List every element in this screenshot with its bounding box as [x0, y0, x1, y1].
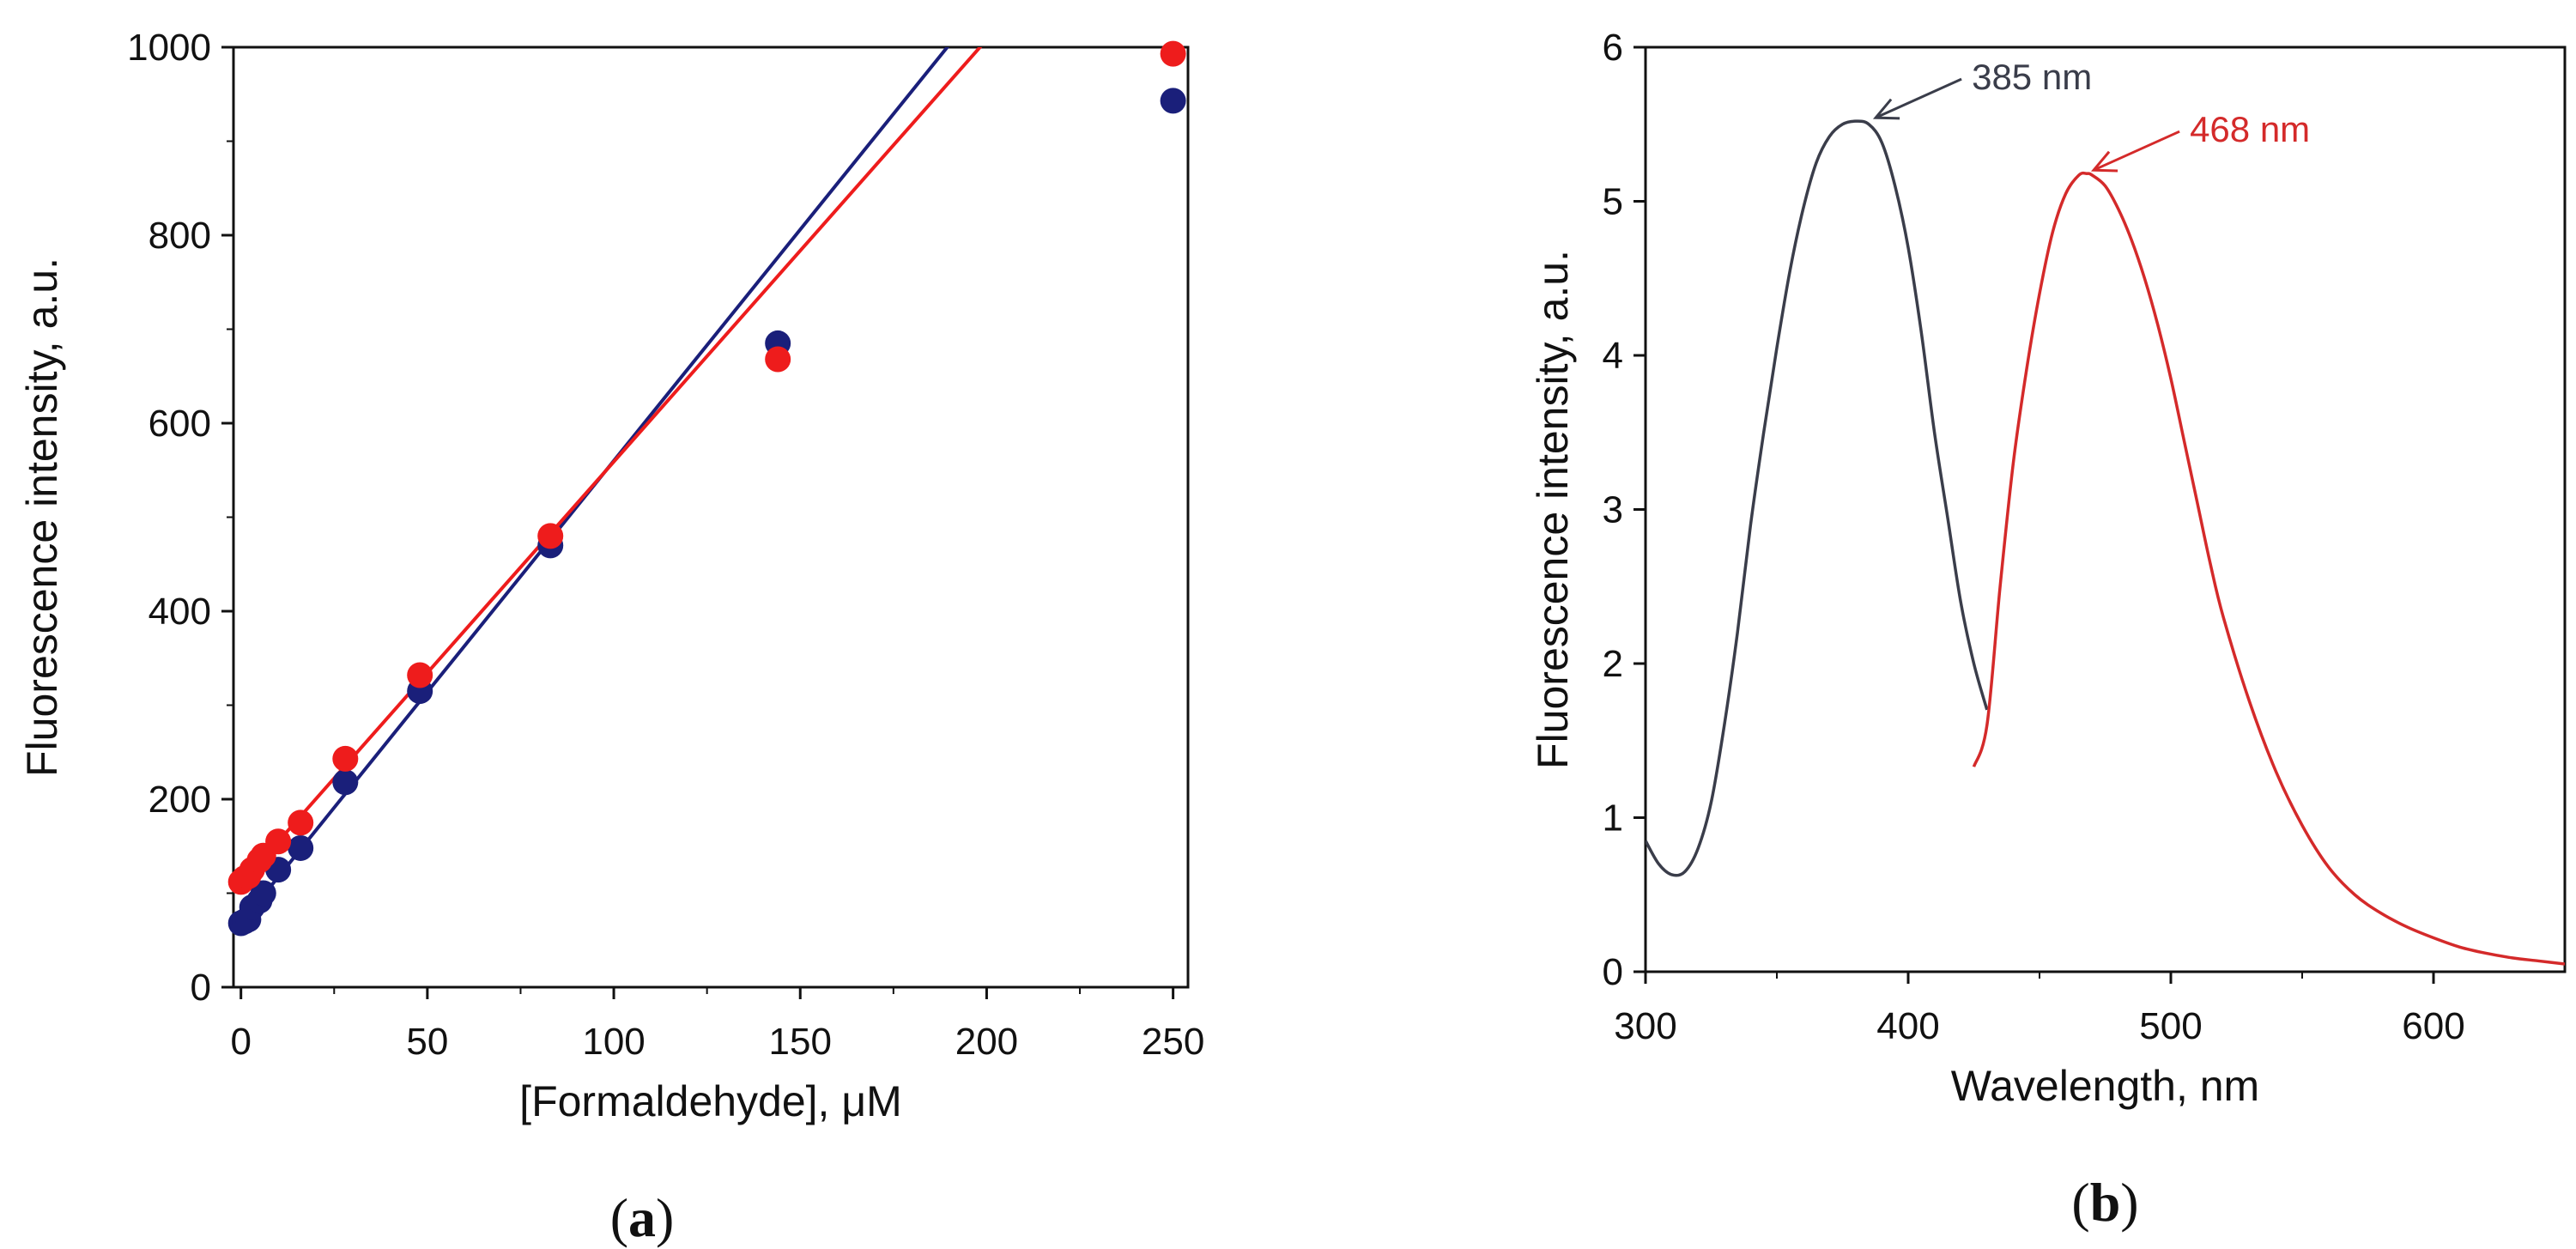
fit-line — [239, 47, 983, 885]
data-point — [288, 834, 314, 861]
y-tick-label: 0 — [1603, 951, 1623, 993]
x-tick-label: 600 — [2402, 1005, 2464, 1047]
panel-label-open: ( — [610, 1187, 628, 1248]
peak-annotation-label: 385 nm — [1972, 57, 2092, 97]
data-point — [537, 523, 564, 549]
plot-area — [239, 47, 983, 925]
y-tick-label: 0 — [191, 967, 211, 1009]
y-tick-label: 600 — [148, 403, 211, 445]
x-tick-label: 100 — [582, 1021, 645, 1063]
x-tick-label: 200 — [955, 1021, 1018, 1063]
x-axis-label: Wavelength, nm — [1951, 1062, 2259, 1110]
y-tick-label: 1 — [1603, 797, 1623, 840]
data-point — [407, 662, 433, 688]
panel-a-chart: 0 50 100 150 200 250 0 200 400 600 800 1000 [Formald… — [18, 27, 1204, 1248]
y-tick-label: 5 — [1603, 181, 1623, 223]
plot-area — [1646, 119, 2565, 966]
panel-label-letter: b — [2090, 1172, 2121, 1233]
panel-label-close: ) — [2120, 1172, 2138, 1233]
data-point — [265, 828, 292, 855]
y-tick-label: 2 — [1603, 643, 1623, 685]
x-tick-label: 0 — [230, 1021, 251, 1063]
data-point — [250, 880, 276, 906]
y-tick-label: 400 — [148, 591, 211, 633]
y-axis-label: Fluorescence intensity, a.u. — [1529, 250, 1577, 769]
x-axis-label: [Formaldehyde], μM — [519, 1077, 902, 1125]
annotation-arrow-head — [2090, 150, 2118, 173]
y-tick-label: 200 — [148, 779, 211, 821]
x-tick-label: 250 — [1142, 1021, 1204, 1063]
x-tick-label: 500 — [2139, 1005, 2202, 1047]
y-tick-label: 3 — [1603, 489, 1623, 531]
fit-line — [239, 47, 950, 925]
annotation-arrow-shaft — [1875, 77, 1962, 119]
panel-label: (b) — [2071, 1172, 2138, 1233]
plot-frame — [232, 45, 1190, 989]
y-tick-label: 6 — [1603, 27, 1623, 69]
spectrum-line — [1646, 119, 1989, 877]
x-tick-label: 150 — [769, 1021, 832, 1063]
data-point — [1160, 40, 1186, 67]
panel-label: (a) — [610, 1187, 675, 1248]
x-tick-label: 300 — [1614, 1005, 1676, 1047]
data-point — [332, 745, 359, 772]
y-tick-label: 800 — [148, 215, 211, 257]
data-point — [1160, 88, 1186, 114]
peak-annotation-label: 468 nm — [2190, 109, 2310, 149]
panel-label-close: ) — [656, 1187, 674, 1248]
panel-label-letter: a — [628, 1187, 656, 1248]
y-tick-label: 1000 — [127, 27, 211, 69]
data-point — [765, 346, 791, 373]
y-tick-label: 4 — [1603, 335, 1623, 377]
x-tick-label: 50 — [406, 1021, 448, 1063]
spectrum-line — [1972, 171, 2565, 966]
x-tick-label: 400 — [1876, 1005, 1939, 1047]
data-point — [332, 769, 359, 796]
panel-b-chart: 300 400 500 600 0 1 2 3 4 5 6 Wavelength, nm Fluores… — [1529, 27, 2567, 1233]
annotation-arrow-head — [1872, 98, 1900, 120]
annotation-arrow-shaft — [2093, 130, 2180, 172]
y-axis-label: Fluorescence intensity, a.u. — [18, 258, 66, 777]
panel-label-open: ( — [2071, 1172, 2089, 1233]
data-point — [288, 809, 314, 836]
